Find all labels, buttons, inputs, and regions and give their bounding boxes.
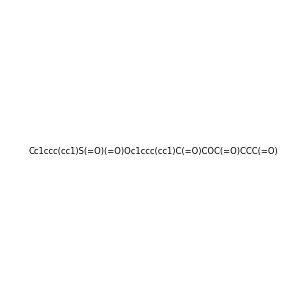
Text: Cc1ccc(cc1)S(=O)(=O)Oc1ccc(cc1)C(=O)COC(=O)CCC(=O): Cc1ccc(cc1)S(=O)(=O)Oc1ccc(cc1)C(=O)COC(… (29, 147, 279, 156)
